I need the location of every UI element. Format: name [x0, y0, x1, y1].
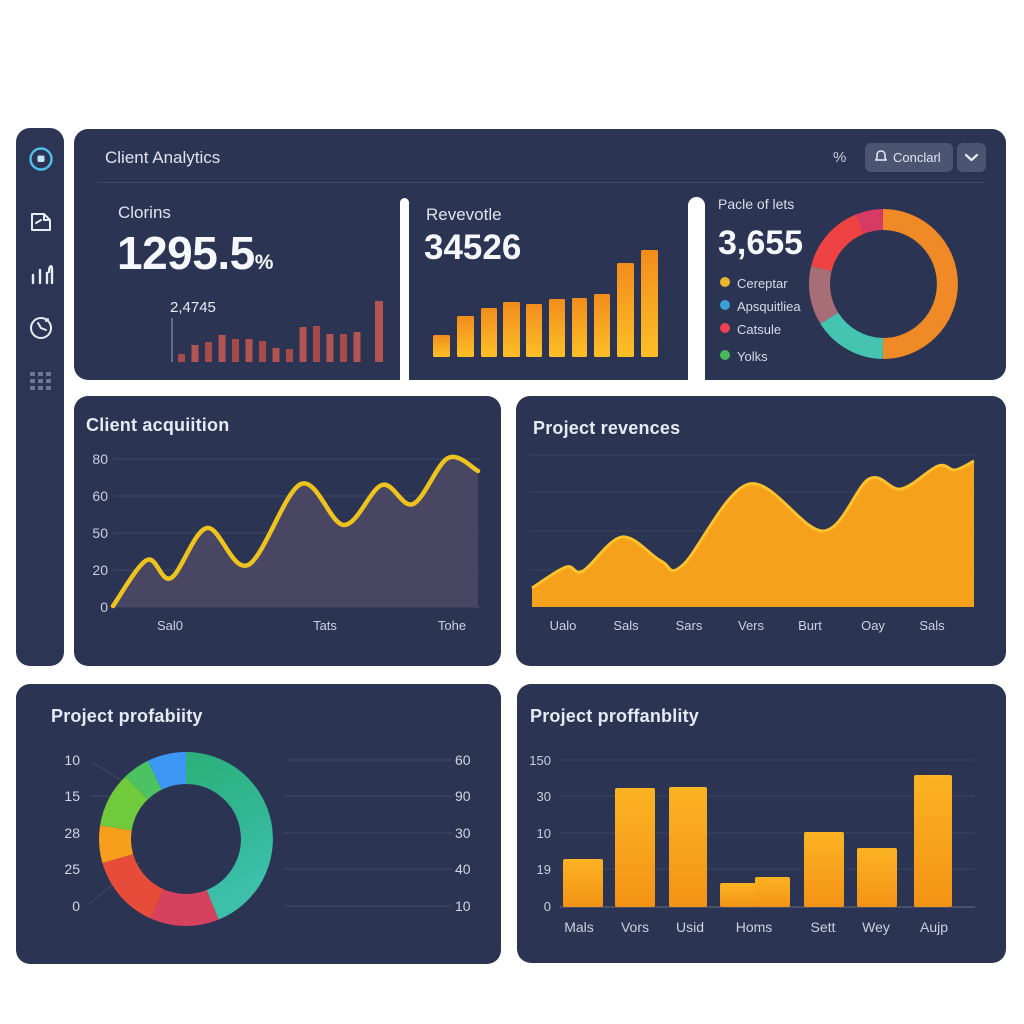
svg-text:80: 80 [92, 451, 108, 467]
svg-text:Sal0: Sal0 [157, 618, 183, 633]
svg-text:10: 10 [455, 898, 471, 914]
svg-text:10: 10 [537, 826, 551, 841]
svg-text:150: 150 [529, 753, 551, 768]
svg-text:60: 60 [455, 752, 471, 768]
svg-text:Tohe: Tohe [438, 618, 466, 633]
svg-text:25: 25 [64, 861, 80, 877]
svg-text:15: 15 [64, 788, 80, 804]
svg-text:Oay: Oay [861, 618, 885, 633]
svg-text:28: 28 [64, 825, 80, 841]
svg-text:Usid: Usid [676, 919, 704, 935]
svg-text:Burt: Burt [798, 618, 822, 633]
svg-text:Vors: Vors [621, 919, 649, 935]
svg-text:Sals: Sals [919, 618, 945, 633]
svg-text:40: 40 [455, 861, 471, 877]
svg-text:20: 20 [92, 562, 108, 578]
svg-text:60: 60 [92, 488, 108, 504]
svg-text:Wey: Wey [862, 919, 890, 935]
svg-text:50: 50 [92, 525, 108, 541]
svg-text:30: 30 [537, 789, 551, 804]
svg-text:90: 90 [455, 788, 471, 804]
svg-text:0: 0 [72, 898, 80, 914]
svg-text:Sals: Sals [613, 618, 639, 633]
svg-text:Sars: Sars [676, 618, 703, 633]
svg-text:Ualo: Ualo [550, 618, 577, 633]
svg-text:10: 10 [64, 752, 80, 768]
svg-text:Vers: Vers [738, 618, 765, 633]
svg-text:30: 30 [455, 825, 471, 841]
svg-text:Mals: Mals [564, 919, 594, 935]
svg-text:Sett: Sett [811, 919, 836, 935]
svg-text:19: 19 [537, 862, 551, 877]
svg-text:0: 0 [544, 899, 551, 914]
svg-text:Homs: Homs [736, 919, 773, 935]
svg-text:Tats: Tats [313, 618, 337, 633]
svg-text:Aujp: Aujp [920, 919, 948, 935]
svg-text:0: 0 [100, 599, 108, 615]
